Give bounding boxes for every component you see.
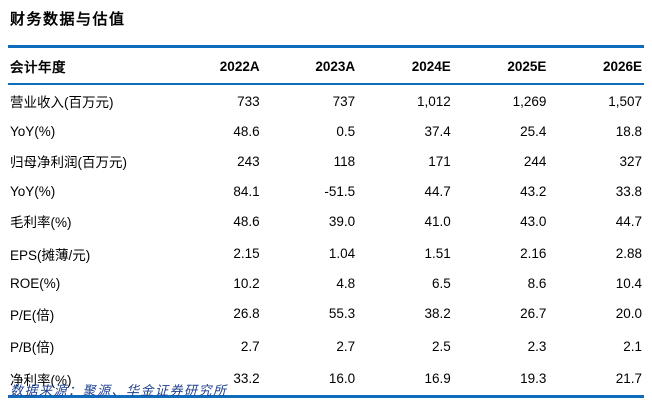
financial-data-table: 会计年度 2022A 2023A 2024E 2025E 2026E 营业收入(百万元) 7… [8,45,644,398]
cell-value: 733 [237,93,260,109]
table-row: YoY(%) 84.1 -51.5 44.7 43.2 33.8 [8,178,644,206]
cell-value: 1.04 [328,246,356,261]
cell-value: 44.7 [424,183,451,199]
page-title: 财务数据与估值 [10,11,126,28]
cell-value: 84.1 [233,183,260,199]
row-label: YoY(%) [10,183,56,199]
table-row: 净利率(%) 33.2 16.0 16.9 19.3 21.7 [8,363,644,397]
cell-value: 44.7 [615,213,642,229]
cell-value: 33.8 [615,183,642,199]
cell-value: 2.3 [527,338,547,354]
cell-value: 1.51 [424,246,451,261]
cell-value: 55.3 [328,306,356,321]
cell-value: 244 [523,153,547,169]
cell-value: 118 [333,153,356,169]
cell-value: 18.8 [615,123,642,139]
cell-value: 4.8 [336,276,356,291]
table-body: 营业收入(百万元) 733 737 1,012 1,269 1,507 YoY(%) 48.6… [8,84,644,397]
cell-value: 171 [428,153,451,169]
header-row-label: 会计年度 [8,46,166,85]
row-label: YoY(%) [10,123,56,139]
row-label: P/E(倍) [10,307,55,323]
table-row: P/B(倍) 2.7 2.7 2.5 2.3 2.1 [8,330,644,363]
cell-value: 1,012 [416,93,451,109]
cell-value: 0.5 [336,123,356,139]
cell-value: 43.0 [520,213,547,229]
header-year-cell: 2022A [166,46,262,85]
cell-value: 26.8 [233,306,260,321]
cell-value: 48.6 [233,123,260,139]
cell-value: 20.0 [615,306,642,321]
cell-value: 21.7 [615,371,642,386]
cell-value: 2.1 [623,338,642,354]
table-row: ROE(%) 10.2 4.8 6.5 8.6 10.4 [8,270,644,298]
cell-value: 2.88 [615,246,642,261]
header-year-cell: 2023A [261,46,358,85]
cell-value: 26.7 [520,306,547,321]
cell-value: 41.0 [424,213,451,229]
cell-value: 19.3 [520,371,547,386]
row-label: ROE(%) [10,276,61,291]
cell-value: 2.16 [520,246,547,261]
data-source-note: 数据来源：聚源、华金证券研究所 [10,383,228,398]
cell-value: 10.4 [615,276,642,291]
table-row: 归母净利润(百万元) 243 118 171 244 327 [8,145,644,178]
cell-value: 2.5 [432,338,451,354]
cell-value: 243 [237,153,260,169]
table-row: 营业收入(百万元) 733 737 1,012 1,269 1,507 [8,84,644,118]
cell-value: 2.7 [336,338,356,354]
row-label: 归母净利润(百万元) [10,155,127,170]
row-label: 营业收入(百万元) [10,95,114,110]
table-header-row: 会计年度 2022A 2023A 2024E 2025E 2026E [8,46,644,85]
cell-value: 8.6 [527,276,547,291]
cell-value: 1,507 [608,93,642,109]
row-label: 净利率(%) [10,372,72,388]
cell-value: 25.4 [520,123,547,139]
cell-value: 10.2 [233,276,260,291]
header-year-cell: 2024E [357,46,453,85]
cell-value: 38.2 [424,306,451,321]
cell-value: 43.2 [520,183,547,199]
cell-value: 37.4 [424,123,451,139]
cell-value: 2.15 [233,246,260,261]
row-label: EPS(摊薄/元) [10,247,91,263]
table-header: 会计年度 2022A 2023A 2024E 2025E 2026E [8,46,644,85]
table-row: P/E(倍) 26.8 55.3 38.2 26.7 20.0 [8,298,644,331]
table-row: EPS(摊薄/元) 2.15 1.04 1.51 2.16 2.88 [8,238,644,271]
table-row: 毛利率(%) 48.6 39.0 41.0 43.0 44.7 [8,205,644,238]
cell-value: 16.9 [424,371,451,386]
table-row: YoY(%) 48.6 0.5 37.4 25.4 18.8 [8,118,644,146]
cell-value: 737 [332,93,356,109]
cell-value: 48.6 [233,213,260,229]
cell-value: 6.5 [432,276,451,291]
row-label: 毛利率(%) [10,215,72,230]
row-label: P/B(倍) [10,340,55,355]
cell-value: 327 [619,153,642,169]
cell-value: -51.5 [324,183,356,199]
cell-value: 1,269 [512,93,547,109]
cell-value: 2.7 [240,338,260,354]
header-year-cell: 2025E [452,46,549,85]
cell-value: 39.0 [328,213,356,229]
cell-value: 16.0 [328,371,356,386]
header-year-cell: 2026E [548,46,644,85]
cell-value: 33.2 [233,371,260,386]
